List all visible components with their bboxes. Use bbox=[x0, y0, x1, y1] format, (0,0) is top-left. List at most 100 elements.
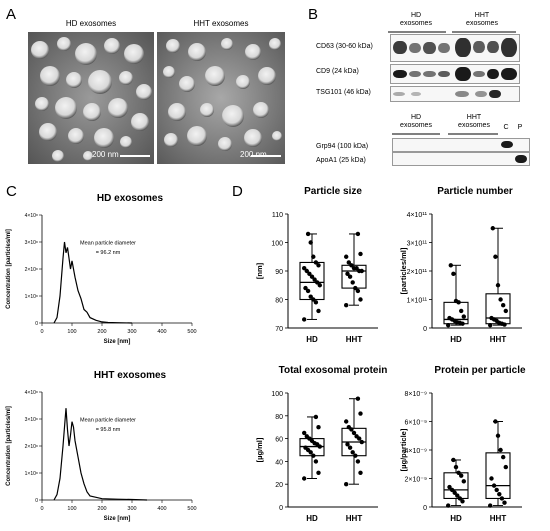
box-ppp-data-point bbox=[494, 487, 499, 493]
nta-hd-note-1: Mean particle diameter bbox=[80, 241, 136, 247]
blot-marker-cd9: CD9 (24 kDa) bbox=[316, 68, 359, 75]
box-chart-particle-number: 0 1×10¹¹ 2×10¹¹ 3×10¹¹ 4×10¹¹ [particles/ml] H… bbox=[399, 212, 522, 344]
nta-chart-hht: 0 100 200 300 400 500 0 1×10⁸ 2×10⁸ 3×10⁸ 4×10⁸ Siz… bbox=[6, 390, 197, 522]
box-size-y-tick-label: 70 bbox=[275, 326, 283, 333]
box-ppp-data-point bbox=[497, 491, 502, 497]
blot-strip-cd63 bbox=[390, 34, 520, 62]
nta-hht-x-tick-label: 500 bbox=[187, 506, 196, 512]
box-ppp-y-tick-label: 8×10⁻⁹ bbox=[405, 391, 427, 398]
box-size-data-point bbox=[307, 271, 312, 277]
box-protein-data-point bbox=[303, 445, 308, 450]
blot-lower-hht: HHT exosomes bbox=[458, 114, 490, 129]
blot-lower-hd: HD exosomes bbox=[400, 114, 432, 129]
nta-hd-y-tick-label: 4×10⁸ bbox=[25, 213, 38, 219]
nta-hd-x-tick-label: 200 bbox=[97, 329, 106, 335]
box-number-data-point bbox=[490, 226, 495, 231]
box-size-data-point bbox=[302, 265, 307, 271]
blot-strip-grp94 bbox=[392, 138, 530, 152]
nta-title-hd: HD exosomes bbox=[96, 193, 164, 204]
box-ppp-category-label: HHT bbox=[490, 514, 507, 523]
nta-title-hht: HHT exosomes bbox=[93, 370, 167, 381]
blot-lower-c: C bbox=[503, 124, 509, 131]
box-size-category-label: HD bbox=[306, 335, 318, 344]
box-number-data-point bbox=[498, 297, 503, 302]
box-size-y-tick-label: 90 bbox=[275, 269, 283, 276]
box-size-data-point bbox=[350, 280, 355, 285]
nta-hht-y-tick-label: 0 bbox=[35, 498, 38, 504]
box-size-data-point bbox=[305, 231, 311, 237]
nta-hht-y-label: Concentration [particles/ml] bbox=[6, 406, 12, 486]
box-size-data-point bbox=[309, 274, 315, 279]
box-protein-data-point bbox=[359, 439, 364, 445]
box-size-data-point bbox=[305, 288, 311, 294]
em-image-hht bbox=[157, 32, 285, 164]
panel-label-c: C bbox=[6, 183, 17, 200]
box-size-data-point bbox=[351, 265, 357, 271]
box-size-y-label: [nm] bbox=[255, 262, 264, 279]
scale-label-hd: 200 nm bbox=[92, 150, 119, 159]
nta-hht-x-label: Size [nm] bbox=[104, 516, 131, 522]
blot-lower-underlines bbox=[392, 133, 498, 135]
box-size-data-point bbox=[304, 268, 309, 274]
em-image-hht-svg bbox=[157, 32, 285, 164]
box-ppp-data-point bbox=[457, 496, 463, 501]
nta-hd-x-tick-label: 400 bbox=[157, 329, 166, 335]
box-number-data-point bbox=[489, 315, 494, 321]
box-size-data-point bbox=[313, 260, 319, 265]
box-ppp-data-point bbox=[503, 464, 508, 470]
box-protein-y-tick-label: 20 bbox=[275, 482, 283, 489]
em-title-hd: HD exosomes bbox=[65, 19, 117, 28]
box-ppp-data-point bbox=[493, 419, 498, 424]
nta-hht-y-tick-label: 2×10⁸ bbox=[25, 444, 38, 450]
box-protein-data-point bbox=[355, 459, 361, 464]
blot-group-underlines bbox=[388, 31, 516, 33]
panel-label-a: A bbox=[6, 6, 17, 23]
box-number-y-label: [particles/ml] bbox=[399, 247, 408, 294]
box-number-data-point bbox=[503, 308, 508, 314]
box-title-total-protein: Total exosomal protein bbox=[278, 365, 388, 376]
nta-hht-x-tick-label: 200 bbox=[97, 506, 106, 512]
nta-hd-x-label: Size [nm] bbox=[104, 339, 131, 345]
box-size-data-point bbox=[311, 254, 316, 259]
box-number-data-point bbox=[459, 308, 464, 314]
box-protein-data-point bbox=[346, 425, 351, 430]
nta-hd-note-2: = 96.2 nm bbox=[96, 250, 121, 256]
box-size-data-point bbox=[353, 285, 358, 291]
box-ppp-y-label: [µg/particle] bbox=[399, 428, 408, 471]
nta-hht-y-tick-label: 4×10⁸ bbox=[25, 390, 38, 396]
nta-hht-series-line bbox=[53, 408, 148, 501]
scale-label-hht: 200 nm bbox=[240, 150, 267, 159]
box-size-data-point bbox=[344, 303, 349, 308]
box-protein-y-tick-label: 60 bbox=[275, 437, 283, 444]
box-size-data-point bbox=[317, 283, 322, 288]
box-title-protein-per-particle: Protein per particle bbox=[434, 365, 526, 376]
nta-hd-y-tick-label: 3×10⁸ bbox=[25, 240, 38, 246]
box-protein-data-point bbox=[358, 411, 363, 416]
nta-hd-y-tick-label: 2×10⁸ bbox=[25, 267, 38, 273]
box-protein-data-point bbox=[311, 453, 316, 458]
box-protein-data-point bbox=[355, 396, 361, 401]
nta-hht-y-tick-label: 1×10⁸ bbox=[25, 471, 38, 477]
box-ppp-data-point bbox=[461, 479, 466, 484]
box-number-data-point bbox=[488, 322, 493, 328]
box-number-y-tick-label: 4×10¹¹ bbox=[407, 212, 428, 219]
box-number-category-label: HHT bbox=[490, 335, 507, 344]
box-title-particle-number: Particle number bbox=[437, 186, 513, 197]
box-size-y-tick-label: 100 bbox=[271, 241, 283, 248]
box-size-y-tick-label: 80 bbox=[275, 298, 283, 305]
blot-group-hht: HHT exosomes bbox=[466, 12, 498, 27]
box-number-y-tick-label: 3×10¹¹ bbox=[407, 241, 428, 248]
nta-hd-x-tick-label: 100 bbox=[67, 329, 76, 335]
box-protein-data-point bbox=[353, 453, 358, 458]
box-protein-data-point bbox=[345, 442, 350, 447]
box-number-data-point bbox=[447, 315, 452, 321]
nta-hht-x-tick-label: 100 bbox=[67, 506, 76, 512]
box-protein-category-label: HHT bbox=[346, 514, 363, 523]
box-ppp-y-tick-label: 2×10⁻⁹ bbox=[405, 477, 427, 484]
box-number-data-point bbox=[501, 303, 506, 308]
box-ppp-data-point bbox=[501, 454, 506, 460]
box-number-y-tick-label: 1×10¹¹ bbox=[407, 298, 428, 305]
box-size-data-point bbox=[355, 288, 361, 294]
box-size-data-point bbox=[344, 254, 349, 259]
box-protein-data-point bbox=[302, 476, 307, 481]
